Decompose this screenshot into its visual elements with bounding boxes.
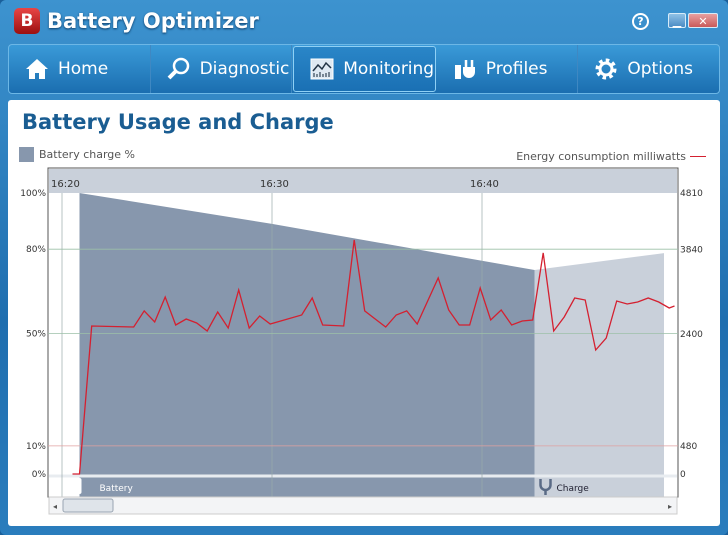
close-icon: ✕ bbox=[698, 15, 708, 28]
y-left-tick-label: 10% bbox=[26, 442, 46, 452]
nav-diagnostic[interactable]: Diagnostic bbox=[151, 45, 293, 93]
x-tick-label: 16:30 bbox=[260, 179, 289, 190]
battery-charge-area bbox=[79, 193, 535, 497]
chart-monitor-icon bbox=[310, 58, 334, 80]
home-icon bbox=[26, 59, 48, 79]
legend-energy: Energy consumption milliwatts bbox=[516, 150, 706, 163]
legend-swatch bbox=[690, 156, 706, 157]
x-tick-label: 16:20 bbox=[51, 179, 80, 190]
close-button[interactable]: ✕ bbox=[688, 13, 718, 28]
minimize-icon: ▁ bbox=[672, 15, 682, 28]
nav-label: Options bbox=[627, 59, 693, 79]
magnifier-icon bbox=[167, 57, 189, 80]
x-tick-label: 16:40 bbox=[470, 179, 499, 190]
main-nav: Home Diagnostic Monitoring Profiles Opti… bbox=[8, 44, 720, 94]
legend-battery-charge: Battery charge % bbox=[19, 147, 135, 162]
plug-icon bbox=[539, 479, 552, 495]
legend-label: Battery charge % bbox=[39, 148, 135, 161]
band-label-battery: Battery bbox=[100, 484, 134, 494]
y-left-tick-label: 100% bbox=[20, 189, 46, 199]
plug-battery-icon bbox=[454, 60, 475, 79]
y-right-tick-label: 0 bbox=[680, 470, 686, 480]
charging-area bbox=[534, 253, 664, 497]
horizontal-scrollbar[interactable] bbox=[48, 496, 678, 515]
battery-icon bbox=[73, 478, 82, 494]
nav-home[interactable]: Home bbox=[9, 45, 151, 93]
y-left-tick-label: 50% bbox=[26, 330, 46, 340]
y-right-tick-label: 3840 bbox=[680, 246, 703, 256]
gear-icon bbox=[595, 58, 617, 80]
window-title: Battery Optimizer bbox=[47, 9, 259, 33]
nav-label: Home bbox=[58, 59, 109, 79]
legend-swatch bbox=[19, 147, 34, 162]
nav-label: Profiles bbox=[485, 59, 548, 79]
y-left-tick-label: 0% bbox=[32, 470, 47, 480]
band-label-charge: Charge bbox=[557, 484, 590, 494]
y-right-tick-label: 2400 bbox=[680, 330, 703, 340]
time-header bbox=[49, 169, 677, 193]
scroll-left-arrow: ◂ bbox=[53, 502, 57, 511]
y-left-tick-label: 80% bbox=[26, 245, 46, 255]
nav-profiles[interactable]: Profiles bbox=[437, 45, 579, 93]
minimize-button[interactable]: ▁ bbox=[668, 13, 686, 28]
nav-options[interactable]: Options bbox=[578, 45, 719, 93]
help-icon[interactable]: ? bbox=[632, 13, 649, 30]
energy-line bbox=[72, 239, 675, 475]
y-right-tick-label: 4810 bbox=[680, 189, 703, 199]
app-logo: B bbox=[14, 8, 40, 34]
legend-label: Energy consumption milliwatts bbox=[516, 150, 686, 163]
nav-monitoring[interactable]: Monitoring bbox=[293, 46, 436, 92]
scroll-right-arrow: ▸ bbox=[668, 502, 672, 511]
scrollbar-thumb[interactable] bbox=[62, 498, 114, 513]
nav-label: Monitoring bbox=[343, 59, 435, 79]
nav-label: Diagnostic bbox=[199, 59, 290, 79]
y-right-tick-label: 480 bbox=[680, 442, 697, 452]
page-title: Battery Usage and Charge bbox=[22, 110, 334, 134]
